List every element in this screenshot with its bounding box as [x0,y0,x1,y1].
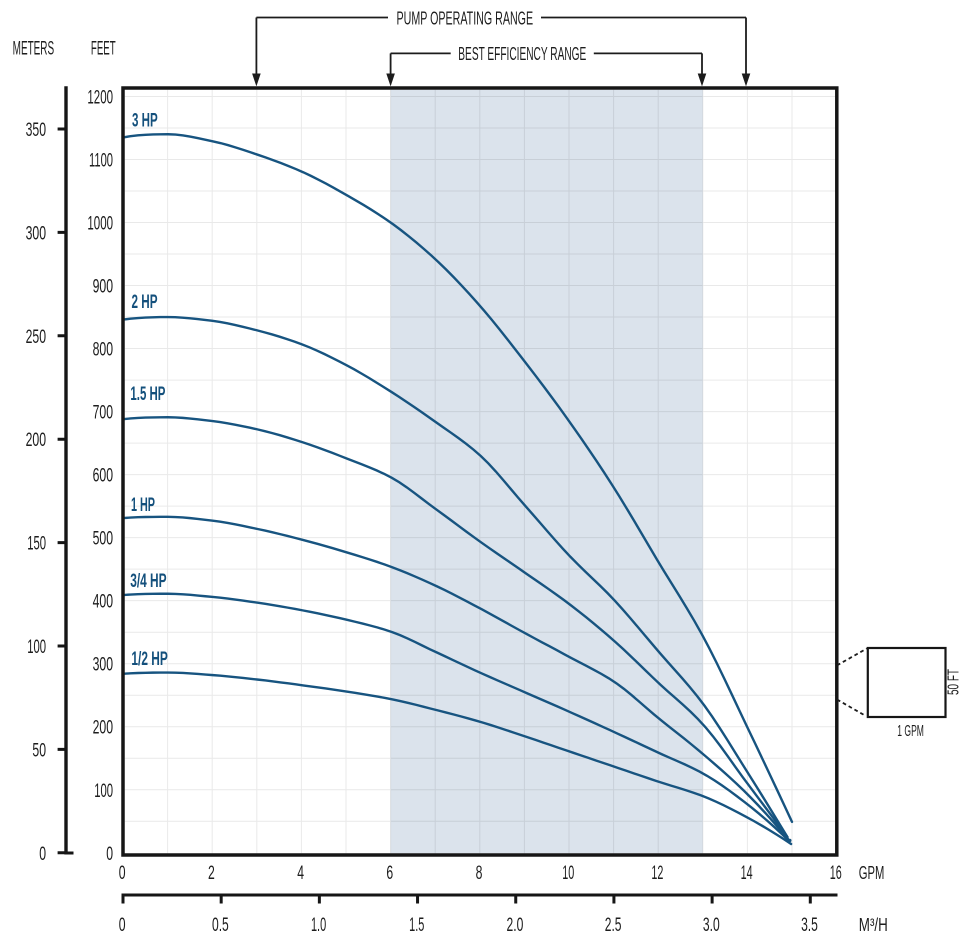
svg-text:14: 14 [741,863,753,884]
svg-text:1/2 HP: 1/2 HP [131,648,167,670]
svg-text:400: 400 [93,592,113,613]
svg-text:BEST EFFICIENCY RANGE: BEST EFFICIENCY RANGE [458,44,586,64]
svg-text:3.0: 3.0 [703,915,720,936]
svg-text:10: 10 [562,863,574,884]
svg-text:500: 500 [93,529,113,550]
svg-text:350: 350 [26,120,46,141]
svg-text:3/4 HP: 3/4 HP [130,570,166,592]
svg-text:M³/H: M³/H [859,915,888,935]
svg-text:700: 700 [93,403,113,424]
svg-text:4: 4 [297,863,304,884]
svg-text:0: 0 [39,844,46,865]
svg-text:2 HP: 2 HP [132,291,158,313]
svg-text:0.5: 0.5 [212,915,229,936]
svg-text:1.0: 1.0 [311,915,326,936]
svg-text:2.5: 2.5 [605,915,622,936]
svg-text:GPM: GPM [859,863,885,883]
svg-text:900: 900 [93,277,113,298]
svg-text:1 HP: 1 HP [131,494,155,516]
svg-text:50 FT: 50 FT [946,669,963,695]
svg-text:800: 800 [93,340,113,361]
svg-text:1200: 1200 [87,87,113,108]
svg-text:METERS: METERS [13,39,55,60]
svg-text:1.5 HP: 1.5 HP [130,383,165,405]
svg-text:12: 12 [651,863,663,884]
svg-text:16: 16 [830,863,842,884]
svg-text:6: 6 [386,863,393,884]
svg-text:2: 2 [208,863,215,884]
svg-text:0: 0 [106,844,113,865]
svg-text:1000: 1000 [87,214,113,235]
svg-text:1100: 1100 [89,150,113,171]
svg-text:50: 50 [32,740,46,761]
svg-text:200: 200 [26,430,46,451]
svg-text:250: 250 [26,327,46,348]
svg-text:3.5: 3.5 [801,915,818,936]
svg-text:300: 300 [93,655,113,676]
svg-text:1.5: 1.5 [409,915,424,936]
svg-text:100: 100 [27,637,46,658]
svg-text:600: 600 [93,466,113,487]
svg-text:3 HP: 3 HP [132,110,158,132]
svg-text:0: 0 [119,915,126,936]
svg-text:100: 100 [94,781,113,802]
svg-text:FEET: FEET [91,39,116,60]
svg-text:8: 8 [476,863,483,884]
svg-text:200: 200 [93,718,113,739]
svg-text:300: 300 [26,223,46,244]
svg-text:0: 0 [119,863,126,884]
svg-text:150: 150 [27,534,46,555]
svg-text:1 GPM: 1 GPM [897,723,924,740]
svg-text:PUMP OPERATING RANGE: PUMP OPERATING RANGE [397,9,534,29]
svg-text:2.0: 2.0 [507,915,524,936]
